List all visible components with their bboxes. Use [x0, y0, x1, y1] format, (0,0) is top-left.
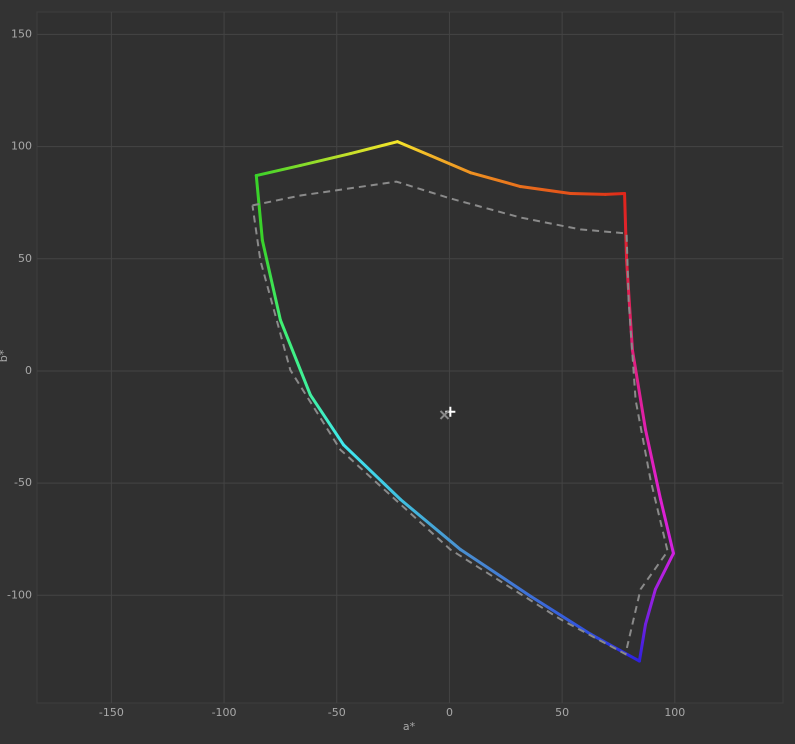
gamut-segment: [342, 443, 403, 502]
y-tick-label: 100: [11, 140, 32, 153]
gamut-segment: [278, 318, 312, 397]
gamut-segment: [637, 622, 648, 663]
marker: [439, 410, 450, 420]
gamut-segment: [395, 140, 433, 158]
gamut-segment: [429, 154, 472, 175]
gamut-segment: [518, 185, 572, 195]
y-tick-label: 150: [11, 27, 32, 40]
gamut-segment: [254, 174, 264, 242]
gamut-segment: [349, 140, 399, 156]
gamut-segment: [568, 192, 607, 196]
gamut-segment: [644, 587, 657, 626]
x-tick-label: -100: [212, 706, 237, 719]
x-tick-label: 100: [664, 706, 685, 719]
gamut-segment: [468, 171, 522, 189]
gamut-segment: [458, 548, 533, 598]
reference-gamut: [251, 180, 669, 656]
gamut-segment: [603, 192, 627, 196]
gamut-segment: [254, 163, 302, 178]
x-axis-label: a*: [403, 720, 416, 733]
gamut-segment: [644, 428, 663, 502]
gamut-segment: [399, 498, 462, 552]
gamut-segment: [260, 238, 282, 322]
gamut-segment: [630, 348, 648, 432]
gamut-segment: [529, 594, 593, 636]
y-tick-label: 0: [25, 364, 32, 377]
y-tick-label: 50: [18, 252, 32, 265]
gamut-segment: [653, 551, 675, 591]
y-tick-label: -50: [14, 476, 32, 489]
gamut-segment: [659, 498, 675, 555]
y-tick-label: -100: [7, 588, 32, 601]
x-tick-label: -50: [328, 706, 346, 719]
y-axis-label: b*: [0, 349, 10, 362]
gamut-segment: [308, 393, 346, 447]
plot-area: [36, 11, 784, 704]
x-tick-label: -150: [99, 706, 124, 719]
x-tick-label: 0: [446, 706, 453, 719]
gamut-segment: [298, 152, 352, 167]
x-tick-label: 50: [555, 706, 569, 719]
